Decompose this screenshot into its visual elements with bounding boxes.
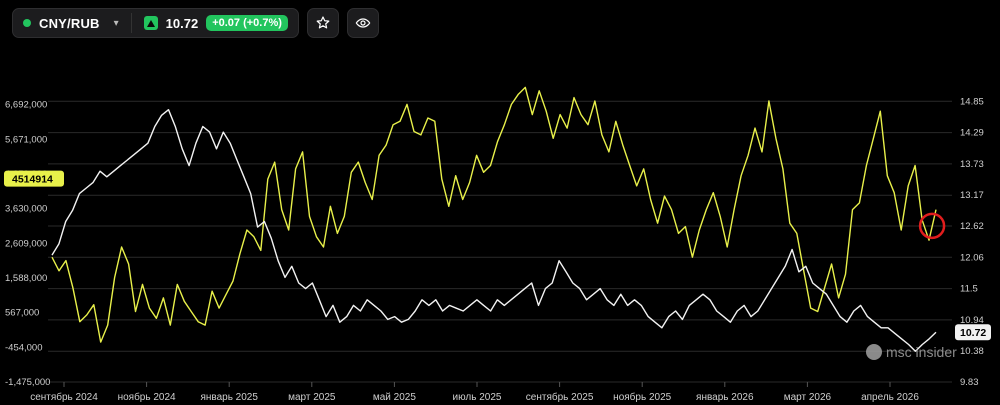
right-axis-label: 10.38 [960,346,984,357]
pair-label: CNY/RUB [39,15,100,31]
x-tick-label: июль 2025 [453,392,502,403]
left-axis-label: 6,692,000 [5,100,47,111]
right-axis-label: 9.83 [960,377,979,388]
last-price-label: 10.72 [960,327,986,339]
chevron-down-icon[interactable]: ▾ [113,17,119,29]
watermark-text: msc insider [886,344,957,360]
series-line-yellow [51,86,937,343]
highlight-badge [4,170,64,187]
ticker-selector[interactable]: CNY/RUB ▾ 10.72 +0.07 (+0.7%) [12,8,299,38]
highlight-label: 4514914 [12,174,53,186]
series-line-white [51,108,937,352]
right-axis-label: 12.62 [960,221,984,232]
x-tick-label: ноябрь 2025 [613,391,671,403]
divider [130,13,132,33]
right-axis-label: 13.73 [960,159,984,170]
watermark: msc insider [866,344,957,360]
right-axis-label: 14.29 [960,128,984,139]
x-tick-label: март 2025 [288,392,336,403]
last-price-badge [955,324,991,341]
x-tick-label: ноябрь 2024 [118,391,176,403]
right-axis-label: 14.85 [960,96,984,107]
logo-icon [866,344,882,360]
x-tick-label: сентябрь 2024 [30,391,98,403]
price-value: 10.72 [165,15,199,31]
x-tick-label: сентябрь 2025 [526,391,594,403]
change-badge: +0.07 (+0.7%) [206,15,288,31]
status-dot [23,19,31,27]
right-axis-label: 10.94 [960,315,984,326]
highlight-circle [918,212,946,240]
star-icon [316,16,330,29]
x-tick-label: март 2026 [784,392,832,403]
left-axis-label: 1,588,000 [5,273,47,284]
left-axis-label: -1,475,000 [5,377,50,388]
x-tick-label: май 2025 [373,392,416,403]
right-axis-label: 11.5 [960,284,978,295]
toolbar: CNY/RUB ▾ 10.72 +0.07 (+0.7%) [12,8,379,38]
left-axis-label: 3,630,000 [5,204,47,215]
x-tick-label: январь 2026 [696,392,754,403]
right-axis-label: 13.17 [960,190,984,201]
eye-icon [355,18,371,28]
visibility-button[interactable] [346,8,379,38]
left-axis-label: 2,609,000 [5,238,47,249]
left-axis-label: -454,000 [5,342,43,353]
favorite-button[interactable] [306,8,339,38]
arrow-up-icon [143,16,158,30]
x-tick-label: январь 2025 [200,392,258,403]
left-axis-label: 567,000 [5,308,39,319]
right-axis-label: 12.06 [960,252,984,263]
left-axis-label: 5,671,000 [5,134,47,145]
x-tick-label: апрель 2026 [861,392,919,403]
